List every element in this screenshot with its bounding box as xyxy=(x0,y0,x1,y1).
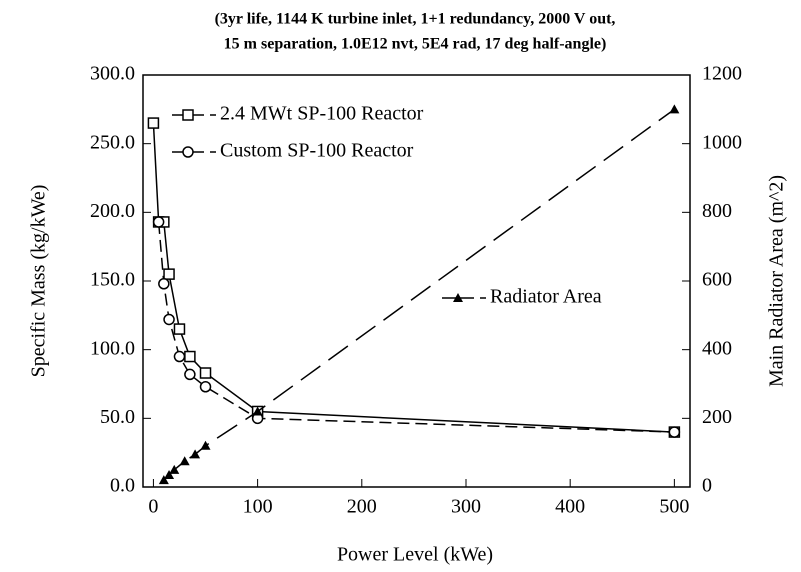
plot-frame xyxy=(142,74,691,488)
marker xyxy=(147,117,160,129)
marker xyxy=(152,216,165,228)
y-tick-label: 250.0 xyxy=(90,131,135,153)
y2-tick-label: 0 xyxy=(702,475,712,497)
marker xyxy=(173,323,186,335)
x-tick-label: 200 xyxy=(347,496,377,518)
marker xyxy=(199,367,212,379)
x-axis-label: Power Level (kWe) xyxy=(337,544,493,566)
y2-tick-label: 800 xyxy=(702,200,732,222)
marker xyxy=(179,456,190,466)
y-tick-label: 200.0 xyxy=(90,200,135,222)
chart-title: (3yr life, 1144 K turbine inlet, 1+1 red… xyxy=(215,11,616,28)
legend-label: Custom SP-100 Reactor xyxy=(220,140,414,162)
marker xyxy=(173,350,186,363)
y2-axis-label: Main Radiator Area (m^2) xyxy=(766,175,788,387)
marker xyxy=(163,313,175,326)
marker xyxy=(669,104,680,114)
x-tick-label: 500 xyxy=(659,496,689,518)
legend-marker xyxy=(182,109,194,121)
y-tick-label: 300.0 xyxy=(90,63,135,85)
marker xyxy=(668,426,681,438)
marker xyxy=(200,440,211,450)
chart-title: 15 m separation, 1.0E12 nvt, 5E4 rad, 17… xyxy=(224,36,607,53)
y2-tick-label: 1200 xyxy=(702,63,742,85)
y-axis-label: Specific Mass (kg/kWe) xyxy=(28,185,50,378)
y-tick-label: 150.0 xyxy=(90,269,135,291)
x-tick-label: 400 xyxy=(555,496,585,518)
x-tick-label: 100 xyxy=(243,496,273,518)
x-tick-label: 300 xyxy=(451,496,481,518)
y2-tick-label: 600 xyxy=(702,269,732,291)
marker xyxy=(252,406,263,416)
marker xyxy=(184,368,196,381)
marker xyxy=(169,464,180,474)
marker xyxy=(163,268,175,280)
legend-marker xyxy=(182,146,194,158)
y-tick-label: 100.0 xyxy=(90,337,135,359)
marker xyxy=(158,475,169,485)
y2-tick-label: 400 xyxy=(702,337,732,359)
marker xyxy=(190,449,201,459)
y-tick-label: 0.0 xyxy=(110,475,135,497)
legend-label: 2.4 MWt SP-100 Reactor xyxy=(220,103,424,125)
x-tick-label: 0 xyxy=(148,496,158,518)
y2-tick-label: 1000 xyxy=(702,131,742,153)
marker xyxy=(199,380,212,393)
legend-label: Radiator Area xyxy=(490,286,602,308)
series-line xyxy=(157,221,675,433)
marker xyxy=(184,350,196,363)
marker xyxy=(158,277,170,290)
marker xyxy=(164,469,175,479)
y-tick-label: 50.0 xyxy=(100,406,135,428)
legend-marker xyxy=(453,293,463,302)
series-line xyxy=(152,123,675,433)
y2-tick-label: 200 xyxy=(702,406,732,428)
